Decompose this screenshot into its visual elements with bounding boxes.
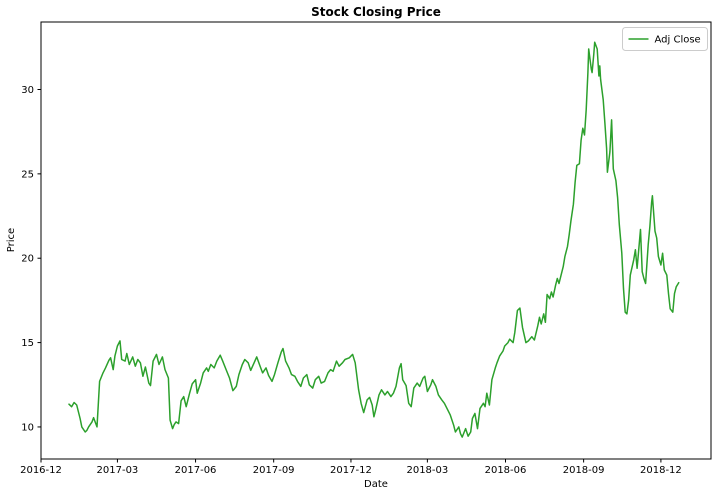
legend-label: Adj Close (655, 35, 701, 46)
x-tick-label: 2018-12 (640, 465, 682, 476)
y-tick-label: 20 (21, 254, 34, 265)
x-tick-label: 2018-09 (563, 465, 605, 476)
x-axis-ticks: 2016-12 2017-03 2017-06 2017-09 2017-12 2018-… (20, 459, 682, 476)
y-axis-ticks: 10 15 20 25 30 (21, 85, 41, 433)
y-tick-label: 30 (21, 85, 34, 96)
x-tick-label: 2018-06 (485, 465, 527, 476)
x-tick-label: 2017-03 (97, 465, 139, 476)
x-axis-label: Date (364, 479, 388, 490)
y-tick-label: 25 (21, 169, 34, 180)
y-tick-label: 15 (21, 338, 34, 349)
plot-area (41, 22, 711, 459)
price-line (68, 41, 680, 438)
x-tick-label: 2017-06 (175, 465, 217, 476)
x-tick-label: 2017-09 (253, 465, 295, 476)
x-tick-label: 2017-12 (330, 465, 372, 476)
y-axis-label: Price (6, 228, 17, 252)
plot-border (40, 21, 712, 460)
legend: Adj Close (622, 27, 708, 51)
chart-title: Stock Closing Price (311, 5, 441, 19)
x-tick-label: 2016-12 (20, 465, 62, 476)
x-tick-label: 2018-03 (406, 465, 448, 476)
legend-box (622, 27, 708, 51)
y-tick-label: 10 (21, 422, 34, 433)
